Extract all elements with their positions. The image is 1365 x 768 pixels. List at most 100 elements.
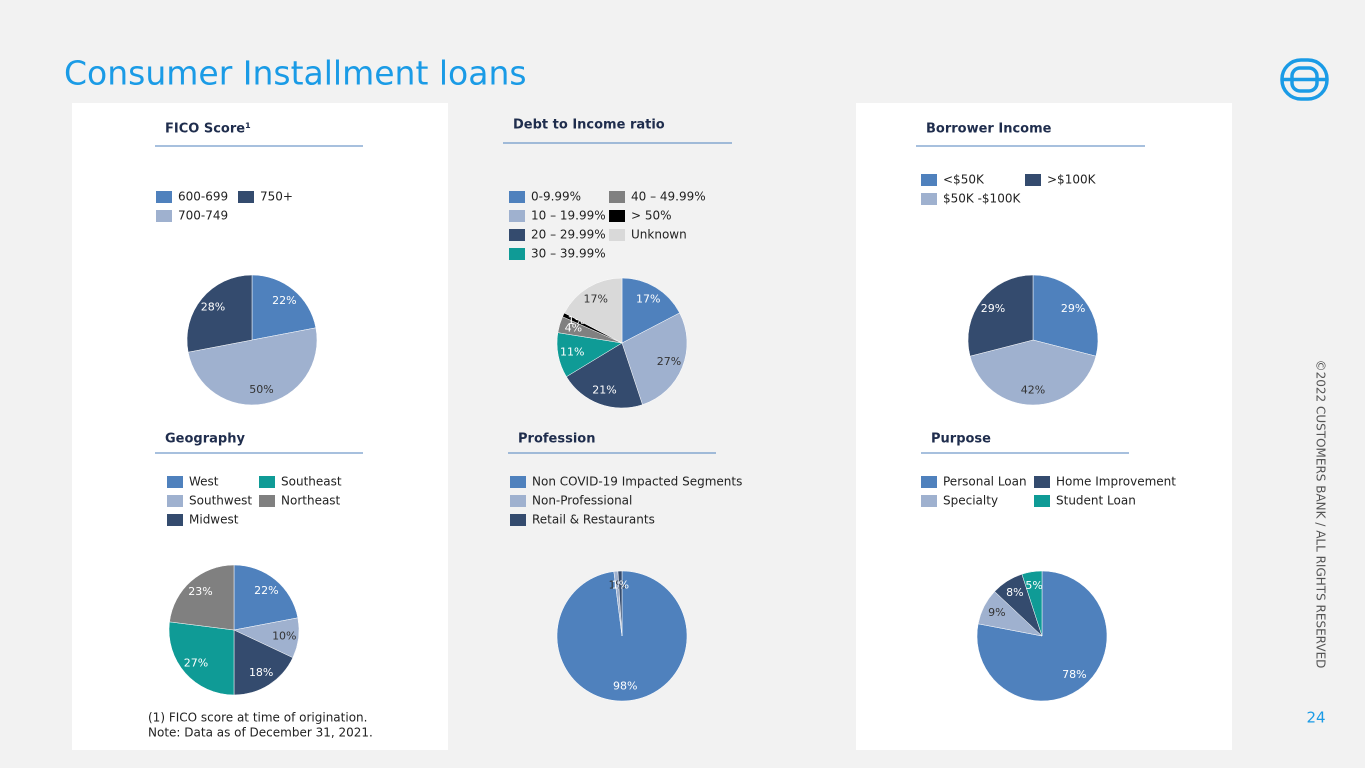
pie-slice [566,342,643,409]
chart-title: Geography [165,432,245,447]
legend-label: 20 – 29.99% [531,228,606,242]
chart-title: Borrower Income [926,122,1052,137]
pie-slice [967,274,1034,357]
legend-swatch [1034,495,1050,507]
legend-label: >$100K [1047,173,1097,187]
chart-title: FICO Score¹ [165,122,251,137]
legend-swatch [921,193,937,205]
data-label: 29% [1061,302,1085,315]
legend-swatch [156,191,172,203]
data-label: 78% [1062,668,1086,681]
legend-swatch [921,476,937,488]
legend-label: Non-Professional [532,494,632,508]
footnote: Note: Data as of December 31, 2021. [148,726,373,740]
legend-label: 700-749 [178,209,228,223]
legend-swatch [921,495,937,507]
pie-slice [564,277,623,344]
data-label: 1% [612,578,629,591]
data-label: 10% [272,629,296,642]
pie-slice [187,327,318,406]
copyright: ©2022 CUSTOMERS BANK / ALL RIGHTS RESERV… [1314,360,1328,669]
legend-swatch [156,210,172,222]
data-label: 11% [560,346,584,359]
legend-label: $50K -$100K [943,192,1021,206]
legend-label: Non COVID-19 Impacted Segments [532,475,742,489]
legend-label: Personal Loan [943,475,1027,489]
data-label: 27% [657,355,681,368]
legend-swatch [259,476,275,488]
data-label: 17% [583,293,607,306]
legend-label: Midwest [189,513,239,527]
legend-label: > 50% [631,209,672,223]
pie-slice [621,277,680,344]
data-label: 50% [249,383,273,396]
pie-slice [233,564,299,631]
data-label: 22% [272,294,296,307]
pie-slice [186,274,253,353]
data-label: 22% [254,584,278,597]
legend-label: 30 – 39.99% [531,247,606,261]
data-label: 8% [1006,586,1023,599]
pie-slice [169,564,235,631]
legend-label: Specialty [943,494,998,508]
legend-swatch [609,229,625,241]
chart-title: Purpose [931,432,991,447]
pie-slice [617,570,623,637]
data-label: 29% [981,302,1005,315]
legend-swatch [238,191,254,203]
legend-label: Home Improvement [1056,475,1176,489]
legend-swatch [509,191,525,203]
legend-label: Unknown [631,228,687,242]
legend-swatch [509,229,525,241]
page-number: 24 [1306,709,1325,727]
legend-label: <$50K [943,173,985,187]
legend-swatch [609,191,625,203]
legend-swatch [509,248,525,260]
legend-swatch [167,476,183,488]
data-label: 27% [184,657,208,670]
pie-slice [1032,274,1099,357]
chart-title: Debt to Income ratio [513,118,665,133]
legend-swatch [510,495,526,507]
data-label: 42% [1021,384,1045,397]
pie-slice [168,621,235,696]
legend-label: Southeast [281,475,342,489]
data-label: 98% [613,680,637,693]
logo [1280,58,1329,101]
legend-swatch [921,174,937,186]
legend-swatch [167,514,183,526]
pie-slice [1021,570,1043,637]
data-label: 4% [565,322,582,335]
legend-swatch [509,210,525,222]
legend-label: 600-699 [178,190,228,204]
legend-label: 10 – 19.99% [531,209,606,223]
legend-label: Southwest [189,494,252,508]
data-label: 5% [1025,579,1042,592]
legend-label: 40 – 49.99% [631,190,706,204]
legend-label: 750+ [260,190,293,204]
data-label: 17% [636,293,660,306]
pie-slice [976,570,1108,702]
pie-slice [233,629,294,696]
slide-title: Consumer Installment loans [64,54,527,93]
legend-swatch [167,495,183,507]
legend-swatch [510,514,526,526]
pie-slice [251,274,317,341]
data-label: 9% [988,606,1005,619]
legend-label: West [189,475,219,489]
legend-label: Retail & Restaurants [532,513,655,527]
legend-swatch [510,476,526,488]
pie-slice [969,339,1097,406]
data-label: 18% [249,666,273,679]
legend-swatch [1034,476,1050,488]
data-label: 23% [188,585,212,598]
legend-swatch [609,210,625,222]
legend-label: Northeast [281,494,341,508]
chart-title: Profession [518,432,595,447]
data-label: 21% [592,384,616,397]
data-label: 28% [201,301,225,314]
pie-slice [621,312,688,406]
legend-swatch [259,495,275,507]
legend-label: 0-9.99% [531,190,581,204]
